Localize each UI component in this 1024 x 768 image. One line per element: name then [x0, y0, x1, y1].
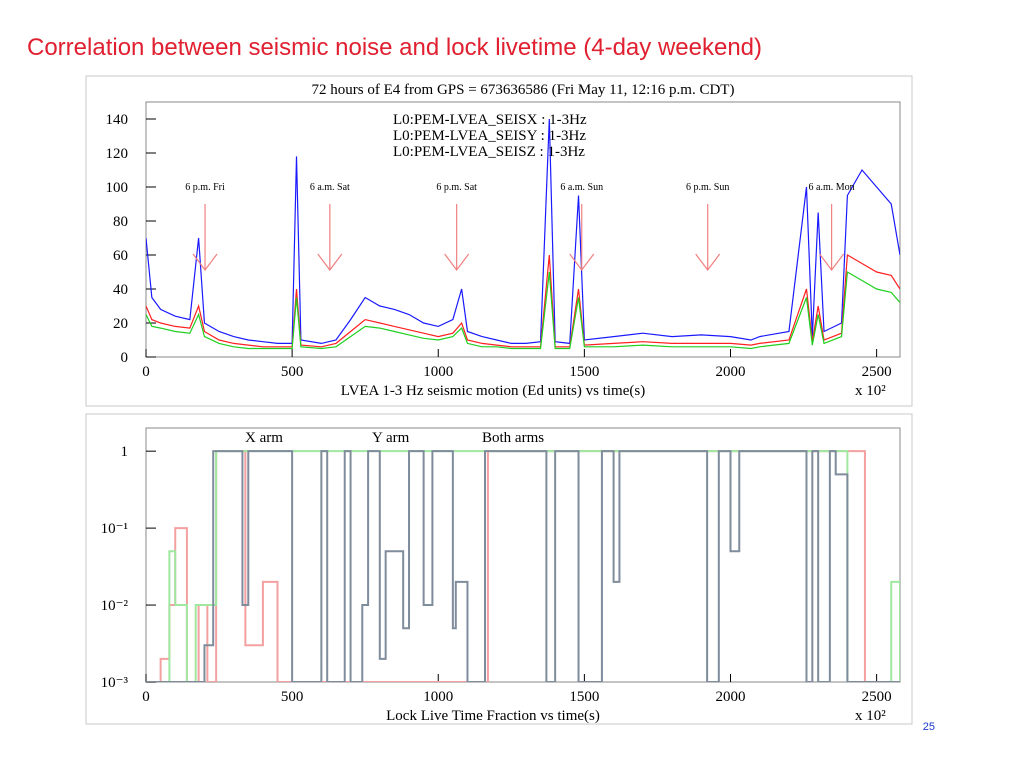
legend-entry: Y arm: [372, 430, 410, 446]
annotation-arrowhead: [317, 253, 343, 271]
legend-entry: L0:PEM-LVEA_SEISX : 1-3Hz: [393, 112, 587, 128]
x-multiplier: x 10²: [855, 383, 886, 399]
annotation: 6 a.m. Sat: [310, 182, 350, 193]
x-tick-label: 1000: [423, 364, 453, 380]
series-line: [146, 253, 900, 348]
y-tick-label: 120: [106, 146, 129, 162]
plot-area: [145, 427, 901, 683]
legend-entry: Both arms: [482, 430, 544, 446]
chart-frame: [85, 75, 913, 407]
y-tick-label: 20: [113, 316, 128, 332]
annotation-arrowhead: [569, 253, 595, 271]
x-tick-label: 1000: [423, 689, 453, 705]
legend-entry: L0:PEM-LVEA_SEISY : 1-3Hz: [393, 128, 586, 144]
chart-title: 72 hours of E4 from GPS = 673636586 (Fri…: [312, 82, 735, 98]
page-number: 25: [923, 721, 935, 733]
series-line: [146, 450, 900, 682]
y-tick-label: 40: [113, 282, 128, 298]
x-tick-label: 2500: [862, 364, 892, 380]
x-tick-label: 2000: [715, 689, 745, 705]
y-tick-label: 10⁻³: [101, 675, 129, 691]
series-line: [146, 450, 900, 682]
plot-clip: [146, 450, 900, 682]
annotation-arrowhead: [192, 253, 218, 271]
slide-title: Correlation between seismic noise and lo…: [27, 34, 762, 61]
plot-area: [145, 101, 901, 358]
x-tick-label: 500: [281, 689, 304, 705]
x-axis-label: LVEA 1-3 Hz seismic motion (Ed units) vs…: [341, 383, 645, 399]
x-tick-label: 0: [142, 364, 150, 380]
legend-entry: L0:PEM-LVEA_SEISZ : 1-3Hz: [393, 144, 585, 160]
y-tick-label: 80: [113, 214, 128, 230]
x-axis-label: Lock Live Time Fraction vs time(s): [386, 708, 600, 724]
y-tick-label: 10⁻¹: [101, 521, 128, 537]
annotation-arrowhead: [695, 253, 721, 271]
annotation-arrowhead: [444, 253, 470, 271]
series-line: [146, 271, 900, 350]
series-line: [146, 118, 900, 345]
x-multiplier: x 10²: [855, 708, 886, 724]
annotation: 6 p.m. Fri: [185, 182, 225, 193]
annotation: 6 a.m. Sun: [560, 182, 603, 193]
y-tick-label: 10⁻²: [101, 598, 129, 614]
x-tick-label: 1500: [569, 364, 599, 380]
plot-clip: [146, 118, 900, 350]
x-tick-label: 2500: [862, 689, 892, 705]
y-tick-label: 60: [113, 248, 128, 264]
x-tick-label: 1500: [569, 689, 599, 705]
annotation: 6 a.m. Mon: [809, 182, 855, 193]
annotation: 6 p.m. Sat: [436, 182, 477, 193]
annotation: 6 p.m. Sun: [686, 182, 729, 193]
y-tick-label: 100: [106, 180, 129, 196]
chart-frame: [85, 413, 913, 725]
y-tick-label: 140: [106, 112, 129, 128]
legend-entry: X arm: [245, 430, 283, 446]
x-tick-label: 2000: [715, 364, 745, 380]
y-tick-label: 0: [121, 350, 129, 366]
x-tick-label: 500: [281, 364, 304, 380]
x-tick-label: 0: [142, 689, 150, 705]
y-tick-label: 1: [121, 444, 129, 460]
annotation-arrowhead: [819, 253, 845, 271]
